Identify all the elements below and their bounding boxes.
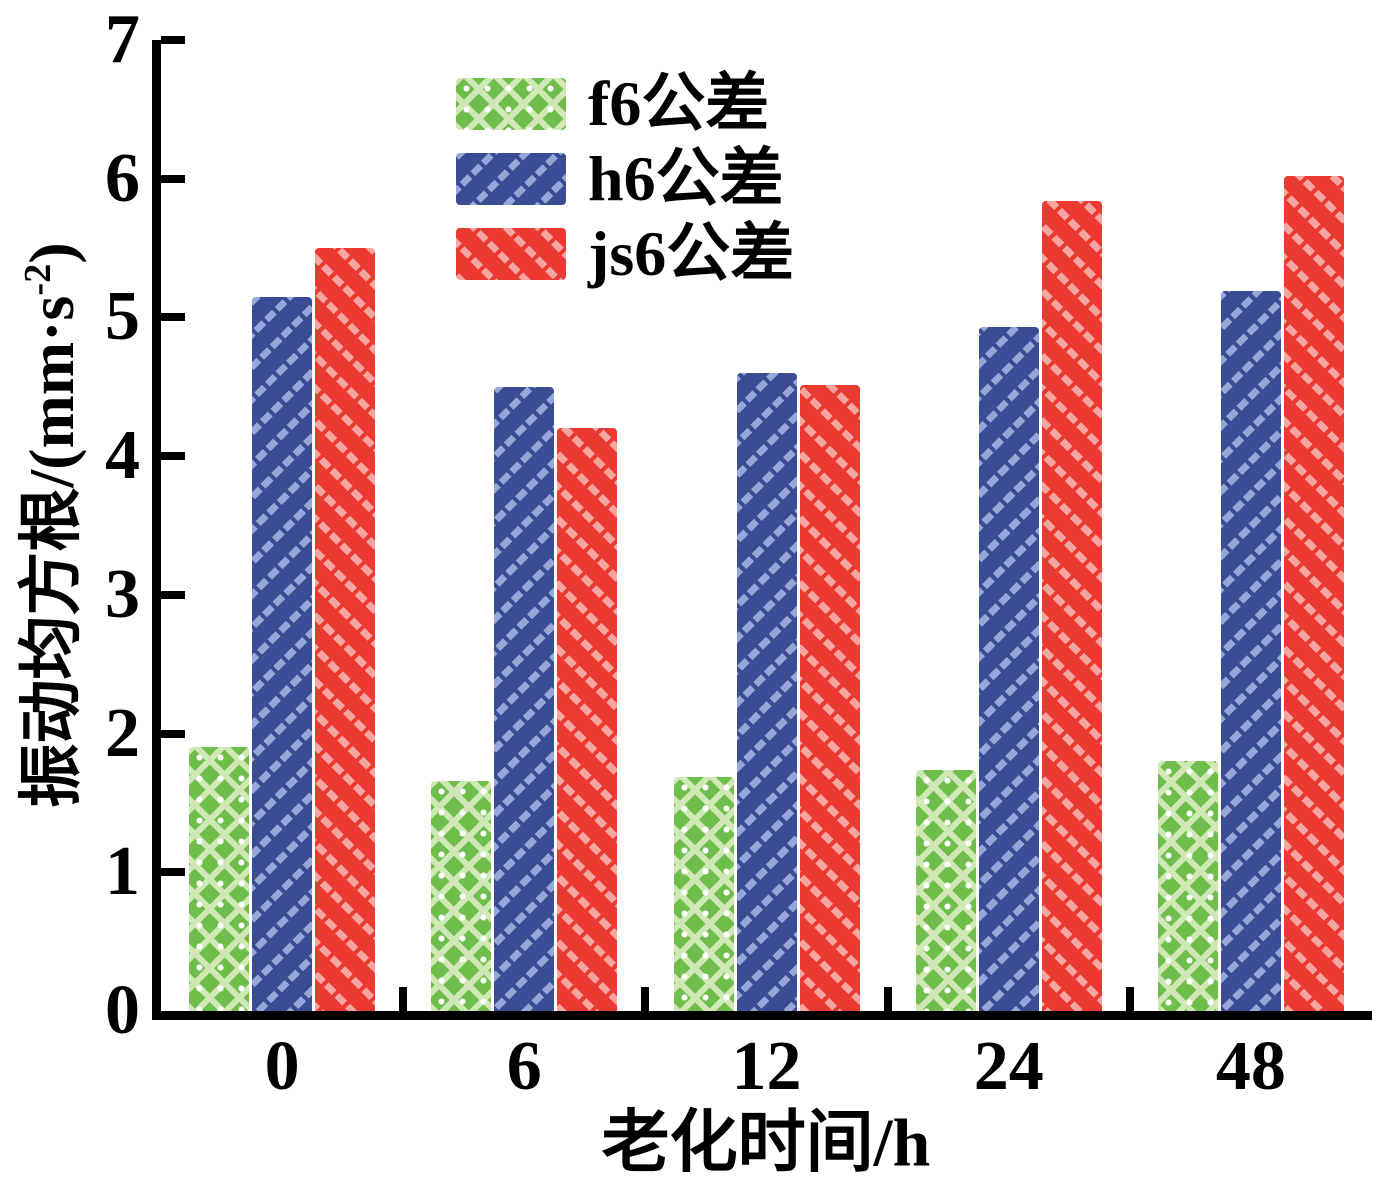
y-tick-label: 3 — [105, 555, 140, 633]
legend-swatch-js6公差 — [456, 227, 566, 280]
x-tick-label: 0 — [264, 1028, 300, 1105]
y-tick-label: 7 — [105, 1, 140, 78]
legend-swatch-h6公差 — [456, 152, 566, 205]
bar-h6公差-12 — [736, 372, 797, 1011]
y-tick — [161, 36, 185, 44]
bar-js6公差-48 — [1283, 175, 1344, 1011]
legend-label: h6公差 — [588, 142, 784, 214]
x-tick-label: 24 — [973, 1028, 1044, 1105]
legend-item: h6公差 — [456, 141, 794, 216]
bar-f6公差-48 — [1157, 761, 1218, 1011]
y-tick — [161, 868, 185, 877]
legend: f6公差 h6公差 js6公差 — [456, 66, 794, 291]
y-axis-line — [152, 40, 161, 1020]
legend-label: f6公差 — [588, 67, 770, 139]
y-tick — [161, 452, 185, 461]
x-tick — [641, 987, 650, 1011]
bar-h6公差-6 — [494, 386, 555, 1011]
y-tick-label: 5 — [105, 278, 140, 356]
y-tick-label: 6 — [105, 139, 140, 217]
x-tick-label: 48 — [1215, 1028, 1286, 1105]
x-tick — [1125, 987, 1134, 1011]
bar-h6公差-0 — [252, 296, 313, 1011]
x-tick — [883, 987, 892, 1011]
y-tick-label: 4 — [105, 417, 140, 495]
bar-js6公差-0 — [315, 248, 376, 1011]
bar-h6公差-24 — [978, 327, 1039, 1011]
x-tick-label: 12 — [731, 1028, 802, 1105]
bar-js6公差-24 — [1041, 200, 1102, 1011]
legend-item: f6公差 — [456, 66, 794, 141]
legend-swatch-f6公差 — [456, 77, 566, 130]
legend-label: js6公差 — [588, 217, 795, 289]
legend-item: js6公差 — [456, 216, 794, 291]
x-tick — [399, 987, 408, 1011]
y-tick — [161, 174, 185, 183]
x-axis-title: 老化时间/h — [601, 1104, 931, 1179]
bar-js6公差-6 — [557, 428, 618, 1011]
y-tick-label: 2 — [105, 694, 140, 772]
x-axis-line — [152, 1011, 1372, 1020]
y-tick — [161, 590, 185, 599]
bar-js6公差-12 — [799, 385, 860, 1011]
bar-f6公差-6 — [431, 780, 492, 1011]
y-axis-title-close: ) — [16, 242, 87, 264]
bar-f6公差-12 — [673, 776, 734, 1011]
y-tick — [161, 313, 185, 322]
x-tick-label: 6 — [506, 1028, 542, 1105]
bar-f6公差-24 — [915, 769, 976, 1011]
y-tick-label: 0 — [105, 972, 140, 1049]
bar-f6公差-0 — [189, 747, 250, 1011]
bar-h6公差-48 — [1220, 291, 1281, 1011]
y-tick — [161, 729, 185, 738]
y-tick-label: 1 — [105, 833, 140, 911]
